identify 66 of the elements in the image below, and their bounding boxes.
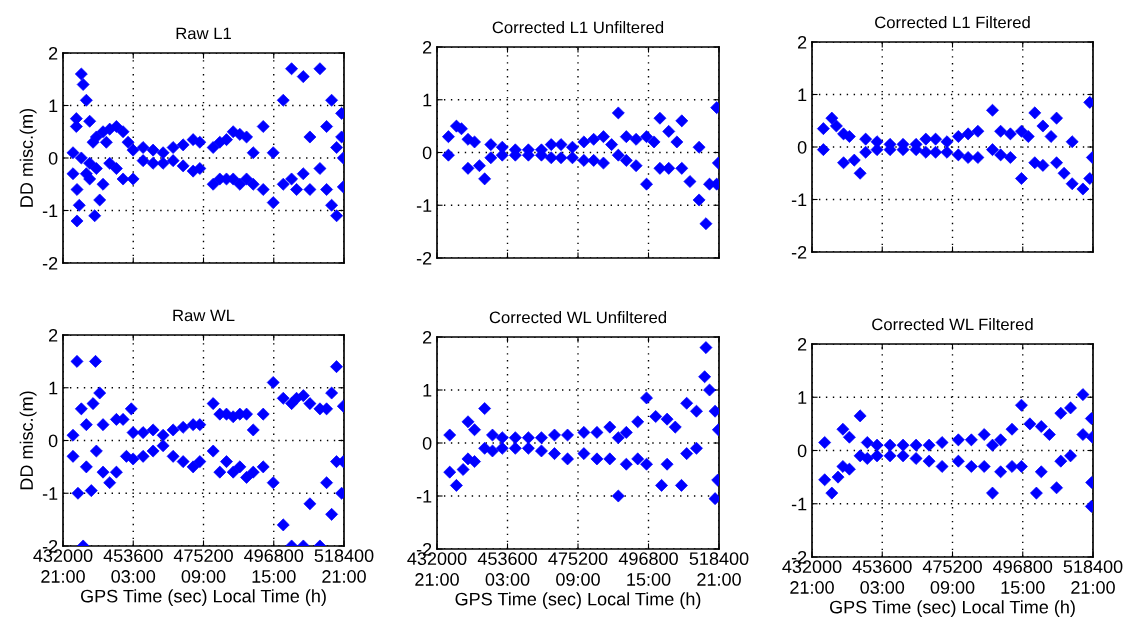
y-tick-label: -2 (416, 251, 432, 265)
x2-tick-label: 03:00 (485, 573, 530, 586)
chart-title: Raw L1 (176, 27, 231, 40)
y-tick-label: -1 (791, 193, 807, 207)
y-tick-label: -1 (42, 487, 58, 500)
y-tick-label: 0 (797, 444, 807, 458)
y-tick-label: 2 (423, 330, 432, 344)
y-tick-label: -1 (791, 497, 807, 511)
chart-title: Corrected WL Filtered (872, 318, 1033, 331)
x-tick-label: 518400 (1063, 560, 1123, 574)
y-tick-label: 1 (423, 93, 432, 107)
y-tick-label: 2 (423, 40, 432, 54)
x-tick-label: 496800 (993, 560, 1053, 574)
y-tick-label: 0 (422, 436, 432, 450)
x-tick-label: 453600 (852, 560, 912, 574)
y-tick-label: 1 (798, 88, 807, 102)
point (675, 114, 689, 128)
y-tick-label: -1 (416, 490, 432, 503)
x2-tick-label: 09:00 (181, 570, 226, 583)
y-tick-label: -2 (42, 256, 58, 270)
x2-tick-label: 21:00 (1071, 581, 1115, 594)
y-tick-label: 0 (797, 140, 807, 154)
y-tick-label: 2 (49, 328, 58, 342)
y-tick-label: -1 (416, 199, 432, 212)
y-tick-label: 1 (798, 391, 807, 404)
chart-title: Corrected L1 Filtered (875, 16, 1030, 29)
x2-tick-label: 21:00 (790, 581, 834, 594)
x-tick-label: 496800 (618, 552, 678, 566)
x-tick-label: 518400 (689, 552, 749, 566)
x-tick-label: 475200 (173, 549, 233, 563)
x-tick-label: 518400 (314, 549, 374, 563)
y-tick-label: 2 (49, 46, 58, 60)
x2-tick-label: 03:00 (860, 581, 905, 594)
x2-tick-label: 21:00 (322, 570, 366, 583)
y-tick-label: 0 (48, 434, 58, 448)
y-tick-label: -2 (791, 245, 807, 259)
x-axis-title: GPS Time (sec) Local Time (h) (830, 600, 1075, 618)
y-tick-label: 0 (422, 146, 432, 160)
y-axis-title: DD misc.(m) (19, 391, 37, 490)
chart-title: Corrected L1 Unfiltered (492, 21, 664, 34)
x2-tick-label: 15:00 (252, 570, 296, 583)
x-tick-label: 496800 (244, 549, 304, 563)
x2-tick-label: 03:00 (111, 570, 156, 583)
x2-tick-label: 21:00 (415, 573, 459, 586)
x2-tick-label: 15:00 (1001, 581, 1045, 594)
x-tick-label: 475200 (922, 560, 982, 574)
y-tick-label: -1 (42, 204, 58, 218)
x2-tick-label: 09:00 (556, 573, 600, 586)
y-tick-label: 2 (798, 35, 807, 49)
chart-title: Raw WL (173, 309, 235, 322)
y-tick-label: 2 (798, 337, 807, 351)
y-tick-label: 0 (48, 151, 58, 165)
x2-tick-label: 09:00 (930, 581, 975, 594)
y-tick-label: 1 (423, 384, 432, 397)
x2-tick-label: 21:00 (41, 570, 85, 583)
x2-tick-label: 21:00 (697, 573, 741, 586)
chart-title: Corrected WL Unfiltered (489, 311, 666, 324)
y-tick-label: 1 (49, 99, 58, 113)
x-tick-label: 453600 (103, 549, 163, 563)
y-tick-label: 1 (49, 381, 58, 395)
x-axis-title: GPS Time (sec) Local Time (h) (81, 589, 326, 607)
x-tick-label: 453600 (477, 552, 537, 566)
x-axis-title: GPS Time (sec) Local Time (h) (455, 592, 701, 610)
x2-tick-label: 15:00 (627, 573, 671, 586)
x-tick-label: 475200 (548, 552, 608, 566)
y-axis-title: DD misc.(m) (19, 108, 37, 207)
